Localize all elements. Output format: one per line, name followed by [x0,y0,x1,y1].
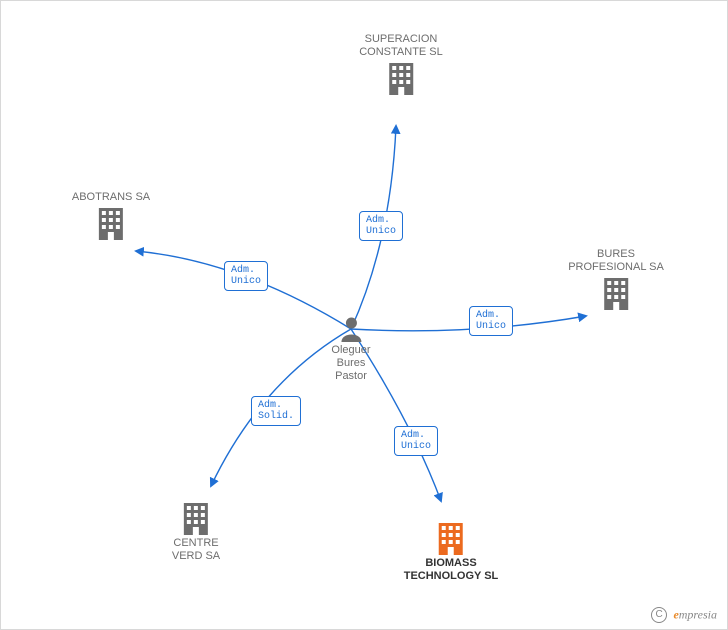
company-node-bures[interactable]: BURESPROFESIONAL SA [568,248,664,310]
edge-label-centre: Adm.Solid. [251,396,301,426]
edge-label-biomass: Adm.Unico [394,426,438,456]
edge-label-abotrans: Adm.Unico [224,261,268,291]
brand-name: empresia [673,608,717,622]
center-label: Oleguer Bures Pastor [331,344,370,383]
building-icon [72,206,150,240]
center-person-node[interactable]: Oleguer Bures Pastor [331,316,370,383]
diagram-canvas: Oleguer Bures Pastor SUPERACIONCONSTANTE… [0,0,728,630]
company-node-centre[interactable]: CENTREVERD SA [172,501,220,563]
edge-label-superacion: Adm.Unico [359,211,403,241]
company-label: BURESPROFESIONAL SA [568,248,664,274]
company-label: BIOMASSTECHNOLOGY SL [404,557,499,583]
company-node-biomass[interactable]: BIOMASSTECHNOLOGY SL [404,521,499,583]
building-icon [359,61,443,95]
building-icon [404,521,499,555]
edge-label-bures: Adm.Unico [469,306,513,336]
company-label: CENTREVERD SA [172,537,220,563]
footer-attribution: C empresia [651,607,717,623]
person-icon [331,316,370,342]
building-icon [568,276,664,310]
company-label: ABOTRANS SA [72,191,150,204]
company-label: SUPERACIONCONSTANTE SL [359,33,443,59]
copyright-icon: C [651,607,667,623]
building-icon [172,501,220,535]
company-node-superacion[interactable]: SUPERACIONCONSTANTE SL [359,33,443,95]
company-node-abotrans[interactable]: ABOTRANS SA [72,191,150,240]
